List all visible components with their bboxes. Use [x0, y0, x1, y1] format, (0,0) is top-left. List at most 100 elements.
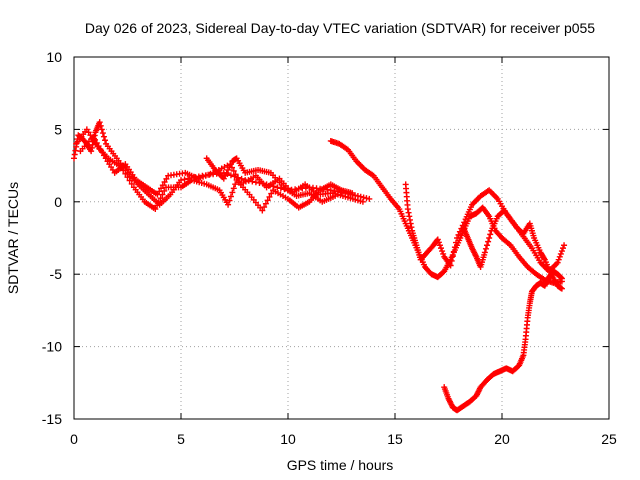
data-point: [259, 207, 266, 214]
data-point: [359, 198, 366, 205]
data-point: [440, 250, 447, 257]
x-tick-label: 0: [70, 431, 78, 447]
plot-frame: [73, 56, 610, 420]
data-point: [88, 144, 95, 151]
data-point: [268, 190, 275, 197]
data-point: [484, 242, 491, 249]
data-point: [555, 256, 562, 263]
data-point: [158, 185, 165, 192]
data-point: [482, 245, 489, 252]
data-point: [557, 250, 564, 257]
data-point: [366, 195, 373, 202]
data-point: [96, 119, 103, 126]
data-point: [363, 195, 370, 202]
data-point: [252, 179, 259, 186]
data-point: [408, 224, 415, 231]
data-point: [161, 179, 168, 186]
data-point: [405, 209, 412, 216]
data-point: [157, 195, 164, 202]
y-tick-label: -5: [50, 266, 63, 282]
data-point: [71, 155, 77, 162]
x-tick-label: 25: [601, 431, 617, 447]
data-point: [155, 198, 162, 205]
x-axis: 0 5 10 15 20 25: [70, 57, 617, 447]
x-tick-label: 20: [494, 431, 510, 447]
data-point: [434, 236, 441, 243]
chart-title: Day 026 of 2023, Sidereal Day-to-day VTE…: [85, 20, 595, 36]
data-layer: [71, 119, 568, 414]
data-point: [159, 182, 166, 189]
data-point: [438, 245, 445, 252]
data-point: [227, 193, 234, 200]
data-point: [487, 231, 494, 238]
y-tick-label: 10: [46, 49, 62, 65]
series-trace-b: [73, 126, 356, 214]
data-point: [93, 139, 100, 146]
data-point: [97, 122, 104, 129]
data-point: [451, 244, 458, 251]
data-point: [97, 146, 104, 153]
grid-layer: [74, 57, 609, 419]
data-point: [71, 151, 78, 158]
data-point: [439, 248, 446, 255]
data-point: [332, 193, 339, 200]
data-point: [163, 175, 170, 182]
y-axis: -15 -10 -5 0 5 10: [42, 49, 609, 427]
data-point: [234, 174, 241, 181]
data-point: [261, 204, 268, 211]
data-point: [122, 170, 129, 177]
y-tick-label: -15: [42, 411, 62, 427]
y-tick-label: 0: [54, 194, 62, 210]
data-point: [156, 188, 163, 195]
data-point: [455, 231, 462, 238]
data-point: [232, 171, 239, 178]
data-point: [154, 202, 161, 209]
data-point: [435, 239, 442, 246]
series-trace-e: [327, 137, 565, 286]
x-tick-label: 5: [177, 431, 185, 447]
data-point: [229, 189, 236, 196]
data-point: [450, 248, 457, 255]
data-point: [558, 285, 565, 292]
y-tick-label: -10: [42, 339, 62, 355]
data-point: [226, 197, 233, 204]
data-point: [541, 255, 548, 262]
data-point: [95, 143, 102, 150]
data-point: [407, 220, 414, 227]
data-point: [232, 181, 239, 188]
data-point: [181, 176, 188, 183]
x-axis-label: GPS time / hours: [287, 457, 394, 473]
data-point: [100, 133, 107, 140]
series-trace-d: [203, 155, 339, 205]
data-point: [406, 213, 413, 220]
series-trace-c: [77, 133, 366, 205]
series-trace-g: [460, 207, 565, 292]
data-point: [128, 180, 135, 187]
data-point: [452, 239, 459, 246]
data-point: [98, 126, 105, 133]
x-tick-label: 15: [387, 431, 403, 447]
data-point: [454, 235, 461, 241]
data-point: [449, 253, 456, 260]
data-point: [404, 206, 411, 213]
x-tick-label: 10: [280, 431, 296, 447]
data-point: [124, 174, 131, 181]
data-point: [436, 242, 443, 249]
data-point: [266, 193, 273, 200]
data-point: [349, 190, 356, 197]
data-point: [178, 177, 184, 184]
data-point: [360, 194, 367, 201]
y-tick-label: 5: [54, 121, 62, 137]
data-point: [126, 177, 133, 184]
data-point: [558, 248, 565, 255]
data-point: [447, 262, 454, 269]
series-trace-h: [441, 268, 565, 414]
data-point: [556, 253, 563, 260]
data-point: [154, 191, 161, 198]
data-point: [225, 201, 232, 208]
data-point: [461, 219, 468, 226]
data-point: [558, 274, 565, 281]
data-point: [99, 130, 106, 137]
data-point: [230, 185, 237, 192]
